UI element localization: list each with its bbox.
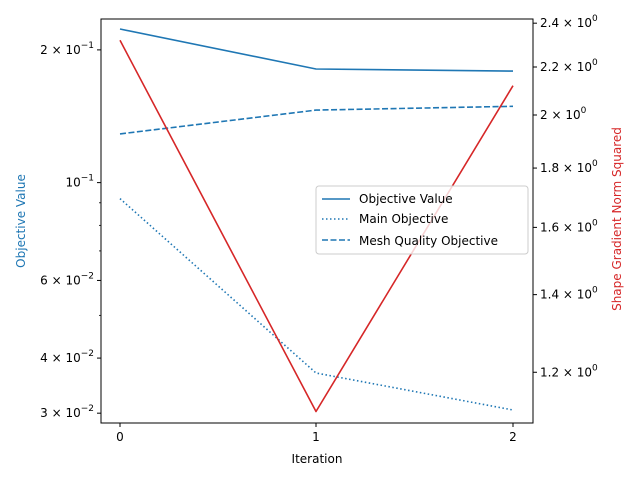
left-tick-label: 10−1 xyxy=(65,174,94,190)
right-y-axis-label: Shape Gradient Norm Squared xyxy=(610,127,624,311)
plot-frame xyxy=(100,18,534,424)
legend: Objective Value Main Objective Mesh Qual… xyxy=(315,185,529,255)
right-tick-label: 1.4 × 100 xyxy=(540,286,598,302)
x-axis: 0 1 2 xyxy=(116,423,517,444)
x-tick-label: 2 xyxy=(509,430,517,444)
series-line-mesh-quality-objective xyxy=(119,105,514,135)
left-y-axis: 3 × 10−2 4 × 10−2 6 × 10−2 10−1 2 × 10−1 xyxy=(40,41,101,420)
left-y-axis-label: Objective Value xyxy=(14,174,28,268)
right-tick-label: 2.4 × 100 xyxy=(540,14,598,30)
series-line-objective-value xyxy=(119,28,514,72)
legend-label-main-objective: Main Objective xyxy=(359,212,448,226)
legend-label-mesh-quality-objective: Mesh Quality Objective xyxy=(359,234,498,248)
right-y-axis: 1.2 × 100 1.4 × 100 1.6 × 100 1.8 × 100 2 × … xyxy=(533,14,598,379)
right-tick-label: 2.2 × 100 xyxy=(540,58,598,74)
left-tick-label: 6 × 10−2 xyxy=(40,271,94,287)
x-tick-label: 0 xyxy=(116,430,124,444)
right-tick-label: 1.6 × 100 xyxy=(540,218,598,234)
right-tick-label: 1.2 × 100 xyxy=(540,363,598,379)
right-tick-label: 2 × 100 xyxy=(540,106,587,122)
x-tick-label: 1 xyxy=(312,430,320,444)
legend-label-objective-value: Objective Value xyxy=(359,192,453,206)
legend-box xyxy=(315,185,529,255)
left-tick-label: 3 × 10−2 xyxy=(40,404,94,420)
left-tick-label: 2 × 10−1 xyxy=(40,41,94,57)
x-axis-label: Iteration xyxy=(292,452,343,466)
left-tick-label: 4 × 10−2 xyxy=(40,349,94,365)
right-tick-label: 1.8 × 100 xyxy=(540,159,598,175)
